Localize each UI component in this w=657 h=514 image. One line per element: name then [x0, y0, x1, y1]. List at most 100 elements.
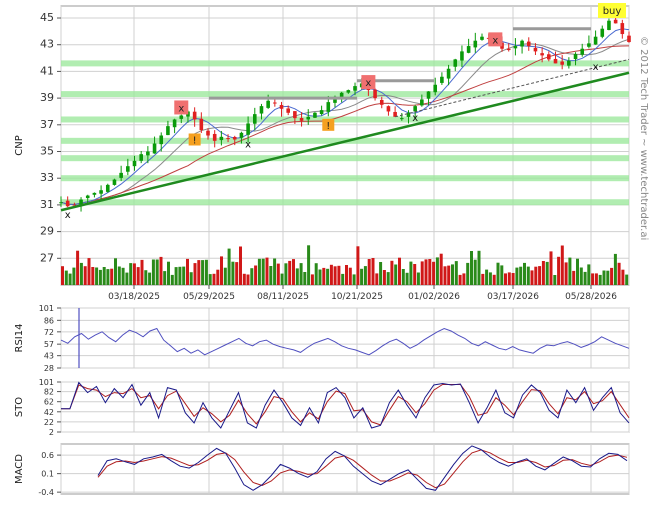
candle-body	[420, 99, 424, 106]
moving-average-10	[60, 38, 630, 206]
volume-bar	[492, 274, 496, 285]
volume-bar	[189, 272, 193, 285]
price-xtick-label: 03/18/2025	[108, 292, 160, 302]
candle-body	[166, 126, 170, 136]
volume-bar	[314, 263, 318, 285]
volume-bar	[530, 270, 534, 285]
volume-bar	[216, 269, 220, 285]
candle-body	[580, 48, 585, 55]
price-ytick-label: 39	[40, 91, 54, 104]
candle-body	[239, 132, 244, 138]
volume-bar	[223, 267, 227, 285]
volume-bar	[76, 250, 80, 285]
volume-bar	[170, 274, 174, 285]
candle-body	[266, 100, 270, 108]
volume-bar	[212, 273, 216, 285]
volume-bar	[61, 266, 64, 285]
volume-bar	[553, 275, 557, 285]
volume-bar	[519, 266, 523, 285]
candle-body	[386, 106, 391, 112]
volume-bar	[435, 257, 439, 285]
volume-bar	[375, 273, 379, 285]
volume-bar	[462, 273, 466, 285]
volume-bar	[265, 257, 269, 285]
volume-bar	[379, 262, 383, 285]
candle-body	[126, 166, 130, 172]
candle-body	[466, 46, 471, 53]
volume-bar	[303, 272, 307, 285]
volume-bar	[557, 256, 561, 285]
sto-d-line	[61, 384, 630, 426]
price-ytick-label: 33	[40, 171, 54, 184]
candle-body	[480, 36, 484, 40]
volume-bar	[470, 251, 473, 285]
candle-body	[453, 59, 458, 67]
volume-bar	[443, 266, 447, 285]
volume-bar	[511, 273, 515, 285]
candle-body	[513, 46, 518, 49]
volume-bar	[95, 267, 99, 285]
macd-ytick-label: 0.1	[41, 470, 54, 479]
rsi-ytick-label: 43	[44, 352, 54, 361]
price-ytick-label: 37	[40, 118, 54, 131]
candle-body	[259, 106, 264, 114]
candle-body	[319, 110, 324, 115]
volume-bar	[386, 272, 390, 285]
candle-body	[460, 51, 464, 61]
candle-body	[72, 204, 77, 206]
support-band	[61, 199, 629, 206]
volume-bar	[360, 268, 364, 285]
volume-bar	[348, 267, 352, 285]
pivot-marker: x	[593, 62, 599, 73]
candle-body	[199, 118, 204, 131]
volume-bar	[587, 264, 591, 285]
sto-ytick-label: 42	[44, 408, 54, 417]
volume-bar	[405, 272, 409, 285]
support-band	[61, 116, 629, 123]
candle-body	[212, 133, 217, 141]
volume-bar	[390, 260, 394, 285]
support-band	[61, 91, 629, 98]
copyright-text: © 2012 Tech Trader ~ www.techtrader.ai	[638, 36, 649, 240]
volume-bar	[159, 256, 163, 285]
volume-bar	[398, 257, 401, 285]
volume-bar	[568, 257, 572, 285]
volume-bar	[454, 261, 458, 285]
rsi-line	[60, 327, 630, 356]
volume-bar	[204, 259, 208, 285]
candle-body	[526, 41, 531, 47]
volume-bar	[534, 266, 538, 285]
price-ytick-label: 43	[40, 38, 54, 51]
candle-body	[547, 54, 551, 60]
volume-bar	[239, 246, 242, 285]
candle-body	[607, 20, 611, 30]
volume-bar	[382, 270, 386, 285]
sell-signal-label: x	[492, 35, 498, 46]
candle-body	[206, 130, 210, 136]
volume-bar	[507, 272, 511, 285]
sto-ytick-label: 62	[44, 398, 54, 407]
volume-bar	[341, 273, 345, 285]
volume-bar	[269, 266, 273, 285]
candle-body	[172, 119, 177, 128]
volume-bar	[114, 258, 117, 285]
volume-bar	[64, 270, 68, 285]
candle-body	[333, 96, 337, 103]
rsi-ytick-label: 101	[39, 304, 54, 313]
volume-bar	[163, 271, 167, 285]
volume-bar	[477, 250, 481, 285]
volume-bar	[485, 269, 489, 285]
price-ytick-label: 41	[40, 64, 54, 77]
macd-ytick-label: -0.4	[38, 488, 54, 497]
candle-body	[600, 28, 605, 37]
volume-bar	[606, 270, 610, 285]
volume-bar	[333, 266, 337, 285]
trendline-dashed	[394, 58, 630, 118]
warning-label: !	[326, 121, 330, 132]
sto-ytick-label: 82	[44, 388, 54, 397]
support-band	[61, 175, 629, 182]
sto-ylabel: STO	[14, 397, 25, 417]
candle-body	[346, 90, 351, 93]
